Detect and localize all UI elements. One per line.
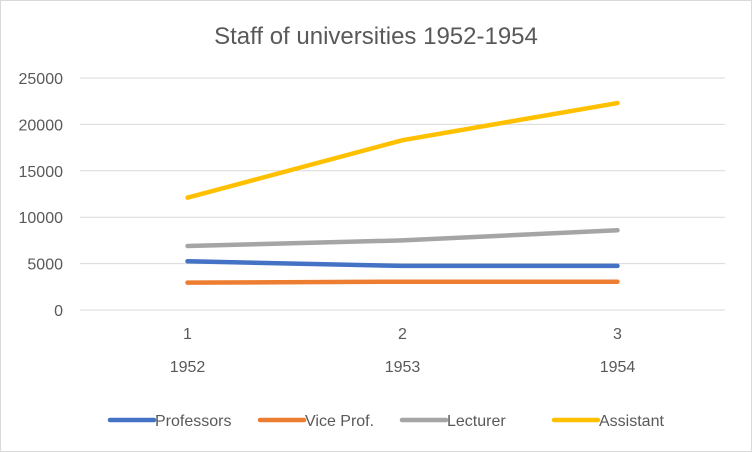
series-line-assistant xyxy=(185,100,620,200)
y-tick-label: 20000 xyxy=(19,117,64,134)
series-line-lecturer xyxy=(185,227,620,249)
x-tick-sublabel: 1952 xyxy=(170,359,206,376)
x-tick-label: 3 xyxy=(613,326,622,343)
x-tick-sublabel: 1953 xyxy=(385,359,421,376)
legend-label: Professors xyxy=(155,413,231,430)
x-axis-tick-labels: 1 1952 2 1953 3 1954 xyxy=(170,326,636,376)
gridlines xyxy=(80,77,725,311)
y-tick-label: 15000 xyxy=(19,164,64,181)
x-tick-sublabel: 1954 xyxy=(600,359,636,376)
y-axis-tick-labels: 0 5000 10000 15000 20000 25000 xyxy=(19,71,64,320)
series-lines xyxy=(185,100,620,285)
legend-label: Vice Prof. xyxy=(305,413,374,430)
legend-label: Lecturer xyxy=(447,413,506,430)
y-tick-label: 0 xyxy=(54,303,63,320)
chart-title: Staff of universities 1952-1954 xyxy=(214,23,538,50)
y-tick-label: 10000 xyxy=(19,210,64,227)
series-line-professors xyxy=(185,259,620,269)
y-tick-label: 25000 xyxy=(19,71,64,88)
legend: Professors Vice Prof. Lecturer Assistant xyxy=(107,413,664,430)
x-tick-label: 1 xyxy=(183,326,192,343)
series-line-vice-prof xyxy=(185,279,620,285)
y-tick-label: 5000 xyxy=(27,257,63,274)
x-tick-label: 2 xyxy=(398,326,407,343)
legend-label: Assistant xyxy=(599,413,664,430)
